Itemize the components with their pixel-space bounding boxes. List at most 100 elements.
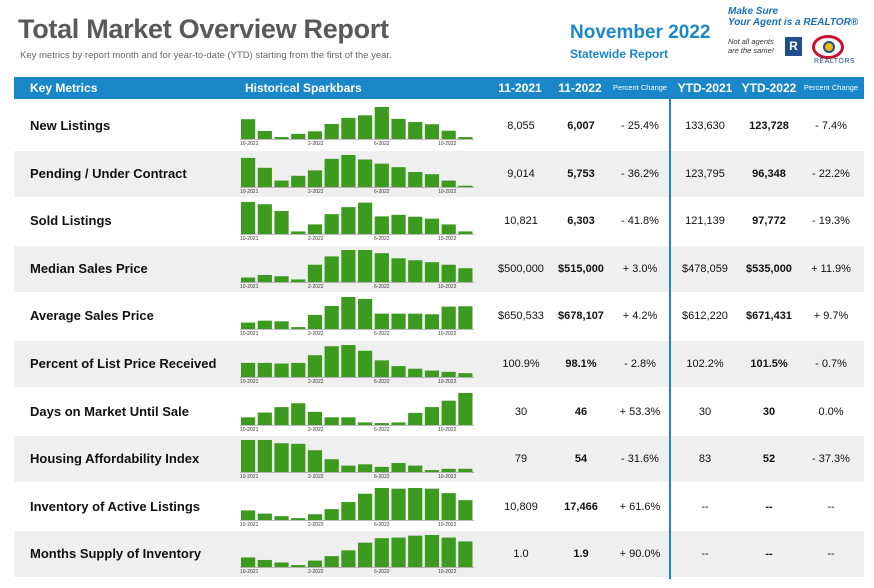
table-row: New Listings 10-2021 2-2022 6-2022 10-2022 8,… [14,103,864,149]
sparkbar-chart: 10-2021 2-2022 6-2022 10-2022 [240,153,474,197]
value-ytd-percent-change: - 7.4% [815,120,847,132]
sparkbar [291,565,306,568]
sparkbar [408,465,423,473]
sparkbar [391,214,406,235]
sparkbar [458,306,473,330]
sparkbar-tick-label: 2-2022 [308,188,324,195]
sparkbar [341,154,356,187]
sparkbar [324,214,339,235]
metric-label: New Listings [30,118,111,133]
sparkbar-tick-label: 2-2022 [308,521,324,528]
sparkbar [358,249,373,282]
sparkbar [257,440,272,473]
association-label: REALTORS [814,58,856,65]
sparkbar [358,422,373,425]
sparkbar-tick-label: 10-2021 [240,569,259,576]
value-ytd-percent-change: - 37.3% [812,453,850,466]
value-percent-change: + 53.3% [619,405,661,418]
metric-label: Median Sales Price [30,260,148,276]
sparkbar-chart: 10-2021 2-2022 6-2022 10-2022 [240,391,474,435]
value-ytd-percent-change: - 19.3% [812,215,850,228]
sparkbar [274,180,289,187]
col-ytd-curr: YTD-2022 [741,81,797,95]
sparkbar-tick-label: 10-2022 [438,521,457,528]
metric-label: Days on Market Until Sale [30,403,189,419]
sparkbar [391,314,406,330]
sparkbar [441,180,456,187]
value-ytd-curr: -- [765,500,773,513]
value-ytd-prev: -- [701,548,709,561]
sparkbar [458,268,473,282]
sparkbar-tick-label: 6-2022 [374,521,390,528]
association-emblem-icon [812,35,844,59]
sparkbar [358,464,373,473]
sparkbar [458,231,473,235]
sparkbar [391,537,406,568]
sparkbar [358,299,373,330]
sparkbar [291,327,306,330]
col-ytd-percent-change: Percent Change [803,83,859,92]
sparkbar [307,224,323,235]
sparkbar [424,314,440,330]
sparkbar [291,362,306,377]
sparkbar-tick-label: 10-2022 [438,379,457,385]
value-ytd-percent-change: + 9.7% [813,310,849,323]
sparkbar-tick-label: 10-2021 [240,236,259,243]
table-row: Median Sales Price 10-2021 2-2022 6-2022 10-… [14,245,864,292]
sparkbar-chart: 10-2021 2-2022 6-2022 10-2022 [240,200,474,244]
sparkbar [274,515,289,520]
table-row: Average Sales Price 10-2021 2-2022 6-2022 10… [14,293,864,339]
table-row: Inventory of Active Listings 10-2021 2-202… [14,484,864,530]
sparkbar [257,513,272,520]
sparkbar-tick-label: 2-2022 [308,283,324,290]
value-curr-month: 17,466 [564,500,598,513]
value-ytd-prev: 83 [698,453,712,466]
value-curr-month: 6,007 [567,120,595,132]
sparkbar-tick-label: 6-2022 [374,379,390,385]
sparkbar-tick-label: 6-2022 [374,283,390,290]
sparkbar [441,371,456,377]
value-ytd-prev: $478,059 [682,262,728,275]
sparkbar [307,315,323,330]
value-prev-month: 79 [514,453,528,466]
sparkbar [307,560,323,568]
sparkbar-tick-label: 10-2021 [240,521,259,528]
sparkbar [391,422,406,425]
sparkbar [341,465,356,473]
sparkbar [307,450,323,473]
sparkbar [241,510,256,520]
metric-label: Average Sales Price [30,308,154,324]
logo-note-1: Not all agents [728,37,774,46]
sparkbar-tick-label: 10-2021 [240,379,259,385]
table-row: Housing Affordability Index 10-2021 2-2022… [14,436,864,483]
sparkbar-tick-label: 10-2022 [438,236,457,243]
sparkbar-tick-label: 10-2022 [438,426,457,433]
value-ytd-prev: $612,220 [682,310,728,323]
report-month: November 2022 [570,22,711,43]
sparkbar [358,115,373,139]
sparkbar [408,368,423,377]
sparkbar [274,321,289,330]
sparkbar-tick-label: 2-2022 [308,474,324,481]
sparkbar [408,122,423,139]
value-percent-change: - 25.4% [621,120,659,132]
value-ytd-percent-change: + 11.9% [811,262,851,275]
sparkbar [257,131,272,139]
sparkbar [374,467,389,473]
sparkbar-chart: 10-2021 2-2022 6-2022 10-2022 [240,438,474,482]
sparkbar-tick-label: 10-2022 [438,474,457,481]
col-sparkbars: Historical Sparkbars [245,81,362,95]
sparkbar [441,224,456,235]
sparkbar [257,560,272,568]
sparkbar [408,216,423,235]
sparkbar-tick-label: 10-2022 [438,141,457,147]
sparkbar [341,117,356,139]
sparkbar [391,366,406,377]
value-percent-change: - 2.8% [624,358,656,370]
sparkbar [341,207,356,235]
sparkbar [391,166,406,187]
sparkbar [374,538,389,568]
sparkbar [291,133,306,139]
sparkbar-tick-label: 2-2022 [308,141,324,147]
sparkbar [391,488,406,520]
